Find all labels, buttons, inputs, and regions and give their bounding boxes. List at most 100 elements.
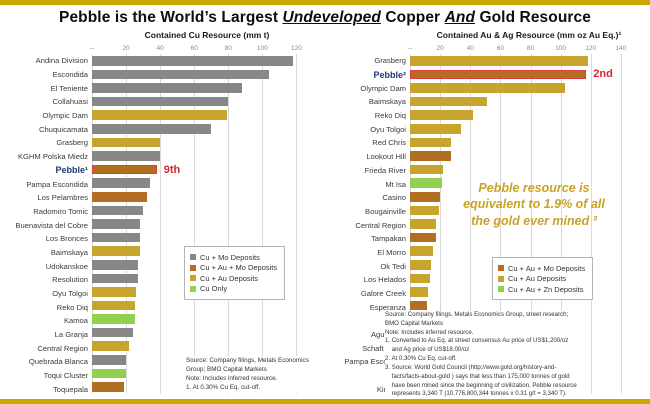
category-label: Tampakan xyxy=(370,234,406,244)
legend-color-swatch xyxy=(190,285,196,292)
axis-tick: 40 xyxy=(466,45,474,52)
category-label: Oyu Tolgoi xyxy=(370,124,406,134)
bar-row xyxy=(92,326,322,340)
bar-row xyxy=(92,190,322,204)
bar-row xyxy=(92,217,322,231)
bar xyxy=(92,273,138,284)
axis-tick: 140 xyxy=(615,45,627,52)
gridline xyxy=(560,54,562,394)
category-label: Ok Tedi xyxy=(380,261,406,271)
bar xyxy=(92,259,138,270)
bar xyxy=(410,300,427,311)
bar-row xyxy=(92,122,322,136)
gridline xyxy=(262,54,264,394)
bar-row xyxy=(92,95,322,109)
category-label: Baimskaya xyxy=(368,97,406,107)
bar-row xyxy=(410,149,648,163)
au-chart-axis: -- 20 40 60 80 100 120 140 xyxy=(407,42,648,54)
bar xyxy=(92,232,140,243)
category-label: Bougainville xyxy=(365,206,406,216)
bar-row xyxy=(410,54,648,68)
axis-tick: 20 xyxy=(122,45,130,52)
category-label: El Morro xyxy=(377,247,406,257)
bar xyxy=(92,96,229,107)
bar-row xyxy=(410,272,648,286)
category-label: KGHM Polska Miedz xyxy=(17,152,88,162)
bar xyxy=(92,56,294,66)
legend-color-swatch xyxy=(498,265,504,271)
category-label: Reko Diq xyxy=(374,111,406,121)
category-label: Escondida xyxy=(52,70,88,80)
bar xyxy=(410,96,487,107)
bar-row xyxy=(410,299,648,313)
category-label: La Granja xyxy=(54,330,88,340)
category-label: Pampa Escondida xyxy=(26,179,88,189)
bar xyxy=(410,191,441,202)
gridline xyxy=(194,54,196,394)
bar-row xyxy=(92,339,322,353)
bar-row xyxy=(92,136,322,150)
rank-label: 2nd xyxy=(593,68,613,81)
category-label: Grasberg xyxy=(374,56,406,66)
category-label: Toqui Cluster xyxy=(43,371,88,381)
bar xyxy=(410,137,451,148)
axis-tick: 80 xyxy=(224,45,232,52)
cu-chart-bars: 9th xyxy=(92,54,322,394)
legend-item: Cu + Au + Zn Deposits xyxy=(498,285,585,294)
bar xyxy=(92,300,135,311)
gridline xyxy=(296,54,298,394)
axis-tick: 60 xyxy=(190,45,198,52)
bar-row xyxy=(92,68,322,82)
bar xyxy=(92,151,161,161)
category-label: El Teniente xyxy=(50,83,88,93)
bar-row xyxy=(92,149,322,163)
legend-color-swatch xyxy=(190,275,196,281)
cu-chart-title: Contained Cu Resource (mm t) xyxy=(144,30,270,40)
bar xyxy=(410,123,462,134)
bar-row xyxy=(410,285,648,299)
bar xyxy=(410,259,432,270)
category-label: Pebble¹ xyxy=(55,165,88,176)
bar xyxy=(410,110,474,120)
gridline xyxy=(228,54,230,394)
bar-row xyxy=(92,299,322,313)
bar-row xyxy=(410,217,648,231)
category-label: Lookout Hill xyxy=(366,152,406,162)
legend-label: Cu + Mo Deposits xyxy=(200,252,260,262)
bar-row xyxy=(92,54,322,68)
bar-row xyxy=(410,136,648,150)
bar xyxy=(92,368,127,379)
legend-label: Cu + Au Deposits xyxy=(200,273,259,283)
legend-item: Cu + Au + Mo Deposits xyxy=(190,263,277,272)
legend-item: Cu + Au + Mo Deposits xyxy=(498,264,585,273)
au-chart-legend: Cu + Au + Mo Deposits Cu + Au Deposits Cu … xyxy=(492,257,594,300)
legend-color-swatch xyxy=(498,275,504,282)
bar-row xyxy=(410,204,648,218)
bar-row xyxy=(92,258,322,272)
au-chart-panel: Contained Au & Ag Resource (mm oz Au Eq.… xyxy=(330,30,648,400)
category-label: Pampa Escondida xyxy=(344,357,406,367)
category-label: Baimskaya xyxy=(50,247,88,257)
axis-tick: 80 xyxy=(526,45,535,52)
bar xyxy=(92,246,140,256)
bar-row xyxy=(410,163,648,177)
bar xyxy=(92,178,150,188)
bar xyxy=(410,69,587,80)
category-label: Collahuasi xyxy=(52,97,88,107)
cu-chart-legend: Cu + Mo Deposits Cu + Au + Mo Deposits Cu … xyxy=(184,246,286,300)
category-label: Udokanskoe xyxy=(45,261,88,271)
title-underlined-undeveloped: Undeveloped xyxy=(282,9,381,26)
bar xyxy=(410,151,451,161)
title-text-2: Copper xyxy=(380,9,445,26)
axis-tick: -- xyxy=(407,45,413,52)
category-label: Quebrada Blanca xyxy=(28,357,88,367)
cu-chart-body: Andina Division Escondida El Teniente Colla… xyxy=(8,42,322,396)
category-label: Olympic Dam xyxy=(360,83,406,93)
category-label: Los Bronces xyxy=(45,234,88,244)
axis-tick: 120 xyxy=(585,45,597,52)
category-label: Galore Creek xyxy=(360,289,406,299)
bar-row xyxy=(92,176,322,190)
bar xyxy=(410,273,430,284)
legend-item: Cu + Au Deposits xyxy=(190,274,277,283)
legend-color-swatch xyxy=(498,286,504,292)
